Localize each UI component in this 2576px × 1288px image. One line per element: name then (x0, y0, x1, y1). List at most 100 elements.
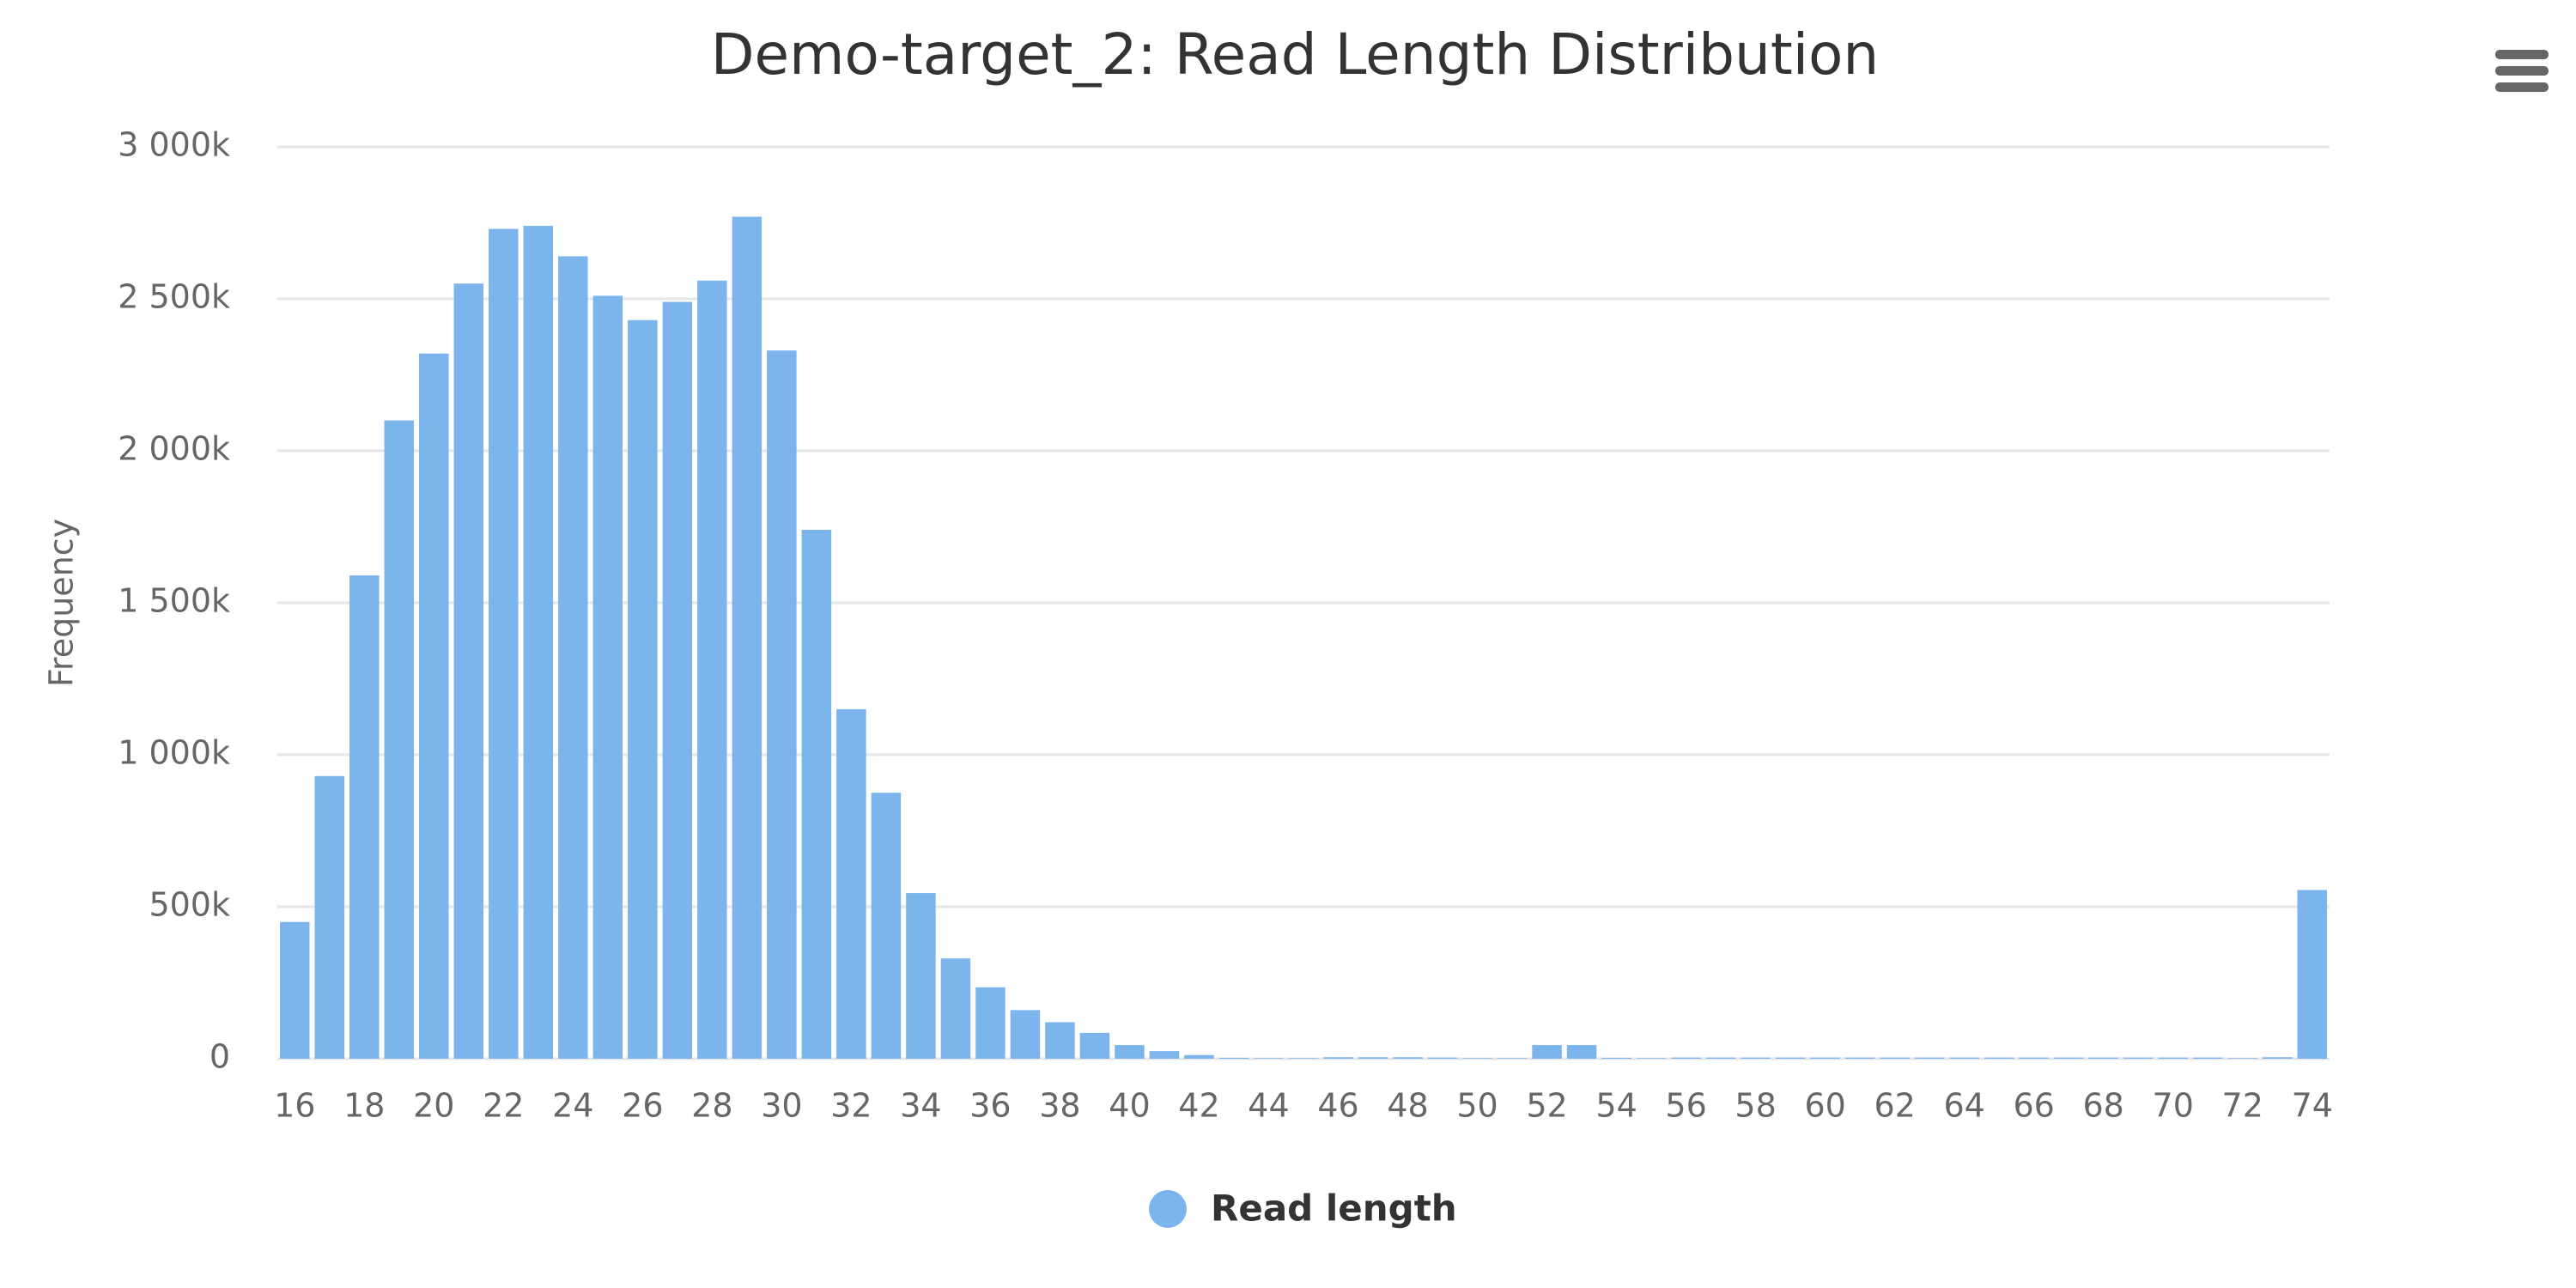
bar (1949, 1057, 1979, 1059)
bar (1810, 1057, 1840, 1059)
x-tick-label: 68 (2083, 1087, 2124, 1125)
bar (489, 228, 519, 1060)
bar (558, 256, 588, 1059)
bar (906, 893, 936, 1059)
menu-bar (2495, 66, 2549, 76)
x-tick-label: 16 (274, 1087, 315, 1125)
x-tick-label: 60 (1804, 1087, 1845, 1125)
x-tick-label: 36 (969, 1087, 1011, 1125)
x-tick-label: 50 (1456, 1087, 1498, 1125)
x-tick-label: 40 (1109, 1087, 1150, 1125)
menu-button[interactable] (2495, 50, 2549, 92)
x-tick-label: 70 (2153, 1087, 2194, 1125)
x-tick-label: 52 (1526, 1087, 1567, 1125)
bar (1010, 1010, 1041, 1059)
bar (314, 775, 345, 1059)
bar (2262, 1057, 2293, 1059)
bar (384, 420, 415, 1060)
legend-marker (1149, 1190, 1187, 1228)
x-tick-label: 28 (691, 1087, 732, 1125)
x-tick-label: 64 (1943, 1087, 1984, 1125)
menu-bar (2495, 50, 2549, 59)
bar (1149, 1051, 1180, 1059)
bar (1218, 1057, 1249, 1059)
bar (2227, 1058, 2257, 1059)
bar (2123, 1057, 2154, 1059)
bar (592, 295, 623, 1060)
bar (2192, 1057, 2223, 1059)
x-tick-label: 26 (622, 1087, 663, 1125)
bar (1775, 1057, 1806, 1059)
bar (419, 353, 449, 1060)
y-tick-label: 1 500k (118, 582, 230, 620)
y-axis-title: Frequency (43, 519, 81, 687)
bar (1323, 1057, 1353, 1059)
bar (1984, 1057, 2014, 1059)
y-tick-label: 3 000k (118, 126, 230, 164)
x-tick-label: 18 (343, 1087, 385, 1125)
bar (1427, 1057, 1458, 1059)
bar (280, 921, 310, 1059)
bar (453, 283, 484, 1059)
bar (871, 793, 902, 1059)
y-tick-label: 2 500k (118, 278, 230, 316)
bar (1844, 1057, 1875, 1059)
bar (2158, 1057, 2188, 1059)
x-tick-label: 32 (830, 1087, 872, 1125)
x-tick-label: 72 (2222, 1087, 2263, 1125)
x-tick-label: 74 (2292, 1087, 2333, 1125)
bar (697, 280, 727, 1059)
bar (1184, 1054, 1214, 1059)
y-tick-label: 1 000k (118, 734, 230, 772)
y-tick-label: 0 (210, 1038, 230, 1076)
bar (801, 530, 832, 1059)
y-tick-label: 2 000k (118, 430, 230, 468)
x-tick-label: 56 (1665, 1087, 1706, 1125)
bar (349, 575, 380, 1059)
x-tick-label: 58 (1735, 1087, 1776, 1125)
bar (836, 708, 866, 1059)
bar (1566, 1045, 1597, 1059)
bar (940, 958, 971, 1059)
bar (1636, 1058, 1667, 1059)
x-tick-label: 20 (413, 1087, 454, 1125)
x-tick-label: 66 (2013, 1087, 2054, 1125)
bar (732, 216, 762, 1060)
bar (1671, 1057, 1701, 1059)
bar (1914, 1057, 1945, 1059)
bar (1288, 1058, 1319, 1059)
x-tick-label: 46 (1317, 1087, 1358, 1125)
bar (1880, 1057, 1910, 1059)
bar (2088, 1057, 2118, 1059)
chart-title: Demo-target_2: Read Length Distribution (711, 21, 1880, 88)
x-tick-label: 34 (900, 1087, 941, 1125)
bar (523, 226, 554, 1059)
bar (1045, 1022, 1075, 1059)
x-tick-label: 24 (552, 1087, 593, 1125)
legend-label: Read length (1211, 1188, 1457, 1230)
bar (2053, 1057, 2084, 1059)
bar (1462, 1058, 1492, 1059)
bar (1358, 1057, 1388, 1059)
bar (662, 301, 693, 1059)
x-tick-label: 54 (1595, 1087, 1637, 1125)
bar (767, 350, 797, 1059)
bar (1741, 1057, 1771, 1059)
bar (1079, 1032, 1110, 1059)
x-tick-label: 22 (483, 1087, 524, 1125)
x-tick-label: 42 (1178, 1087, 1219, 1125)
bar (2297, 890, 2327, 1059)
x-tick-label: 30 (761, 1087, 802, 1125)
y-tick-label: 500k (149, 886, 230, 924)
bar (2019, 1057, 2049, 1059)
bar (1705, 1057, 1736, 1059)
bar (975, 987, 1005, 1059)
bar (1497, 1058, 1528, 1059)
bar (1393, 1057, 1423, 1059)
x-tick-label: 62 (1874, 1087, 1915, 1125)
x-tick-label: 44 (1248, 1087, 1289, 1125)
x-tick-label: 38 (1039, 1087, 1080, 1125)
bar (1115, 1045, 1145, 1059)
